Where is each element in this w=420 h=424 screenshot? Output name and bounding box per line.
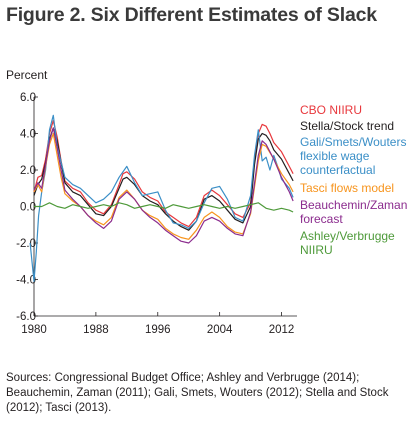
legend-entry: Beauchemin/Zaman forecast bbox=[300, 198, 407, 226]
y-tick-label: 0.0 bbox=[20, 202, 36, 214]
legend-entry: Stella/Stock trend bbox=[300, 119, 394, 133]
x-tick-label: 2004 bbox=[207, 324, 233, 336]
x-tick-label: 1980 bbox=[21, 324, 47, 336]
y-tick-label: -2.0 bbox=[16, 238, 36, 250]
x-tick-label: 1988 bbox=[83, 324, 109, 336]
legend-entry: Ashley/Verbrugge NIIRU bbox=[300, 229, 395, 257]
legend-entry: Gali/Smets/Wouters flexible wage counterfa… bbox=[300, 135, 406, 177]
y-tick-label: -4.0 bbox=[16, 275, 36, 287]
series-line-beauchemin-zaman-forecast bbox=[33, 127, 294, 244]
series-line-stella-stock-trend bbox=[33, 127, 294, 231]
x-tick-label: 1996 bbox=[145, 324, 171, 336]
x-tick-label: 2012 bbox=[269, 324, 295, 336]
series-line-gali-smets-wouters-flexible-wage-counterfactual bbox=[29, 114, 294, 282]
y-tick-label: 2.0 bbox=[20, 165, 36, 177]
source-note: Sources: Congressional Budget Office; As… bbox=[6, 372, 389, 414]
y-tick-label: -6.0 bbox=[16, 311, 36, 323]
y-tick-label: 6.0 bbox=[20, 92, 36, 104]
legend-entry: CBO NIIRU bbox=[300, 103, 362, 117]
chart-title: Figure 2. Six Different Estimates of Sla… bbox=[6, 4, 377, 26]
y-tick-label: 4.0 bbox=[20, 129, 36, 141]
y-axis-label: Percent bbox=[6, 68, 48, 82]
legend-entry: Tasci flows model bbox=[300, 181, 394, 195]
series-line-ashley-verbrugge-niiru bbox=[34, 202, 294, 213]
